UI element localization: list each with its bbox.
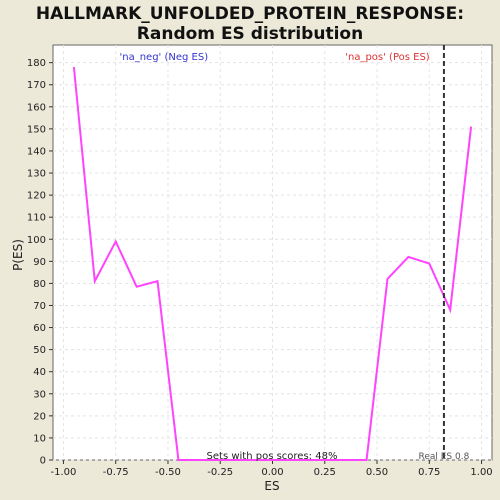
y-tick-label: 170 xyxy=(27,80,46,91)
annotation: 'na_pos' (Pos ES) xyxy=(345,52,430,63)
y-tick-label: 60 xyxy=(33,323,46,334)
y-tick-label: 40 xyxy=(33,367,46,378)
y-tick-label: 130 xyxy=(27,169,46,180)
x-tick-label: 1.00 xyxy=(470,467,492,478)
chart-title: Random ES distribution xyxy=(137,24,363,44)
y-tick-label: 30 xyxy=(33,389,46,400)
y-tick-label: 90 xyxy=(33,257,46,268)
y-tick-label: 70 xyxy=(33,301,46,312)
plot-area xyxy=(52,44,493,461)
y-tick-label: 120 xyxy=(27,191,46,202)
y-tick-label: 50 xyxy=(33,345,46,356)
y-tick-label: 0 xyxy=(40,456,46,467)
x-tick-label: 0.50 xyxy=(366,467,388,478)
x-tick-label: -0.50 xyxy=(155,467,181,478)
x-tick-label: 0.25 xyxy=(314,467,336,478)
footnote: Sets with pos scores: 48% xyxy=(207,451,338,462)
es-line xyxy=(72,66,473,461)
x-tick-label: -0.75 xyxy=(103,467,129,478)
x-tick-label: -1.00 xyxy=(51,467,77,478)
annotation: 'na_neg' (Neg ES) xyxy=(119,52,208,63)
y-tick-label: 160 xyxy=(27,102,46,113)
y-tick-label: 180 xyxy=(27,58,46,69)
y-tick-label: 10 xyxy=(33,433,46,444)
x-tick-label: 0.00 xyxy=(261,467,283,478)
x-axis-label: ES xyxy=(264,479,279,493)
x-tick-label: -0.25 xyxy=(207,467,233,478)
y-tick-label: 140 xyxy=(27,146,46,157)
y-tick-label: 150 xyxy=(27,124,46,135)
y-tick-label: 20 xyxy=(33,411,46,422)
chart-title: HALLMARK_UNFOLDED_PROTEIN_RESPONSE: xyxy=(36,4,464,24)
y-tick-label: 100 xyxy=(27,235,46,246)
y-tick-label: 80 xyxy=(33,279,46,290)
x-tick-label: 0.75 xyxy=(418,467,440,478)
real-es-label: Real ES 0.8 xyxy=(418,452,469,462)
y-tick-label: 110 xyxy=(27,213,46,224)
y-axis-label: P(ES) xyxy=(11,239,25,271)
